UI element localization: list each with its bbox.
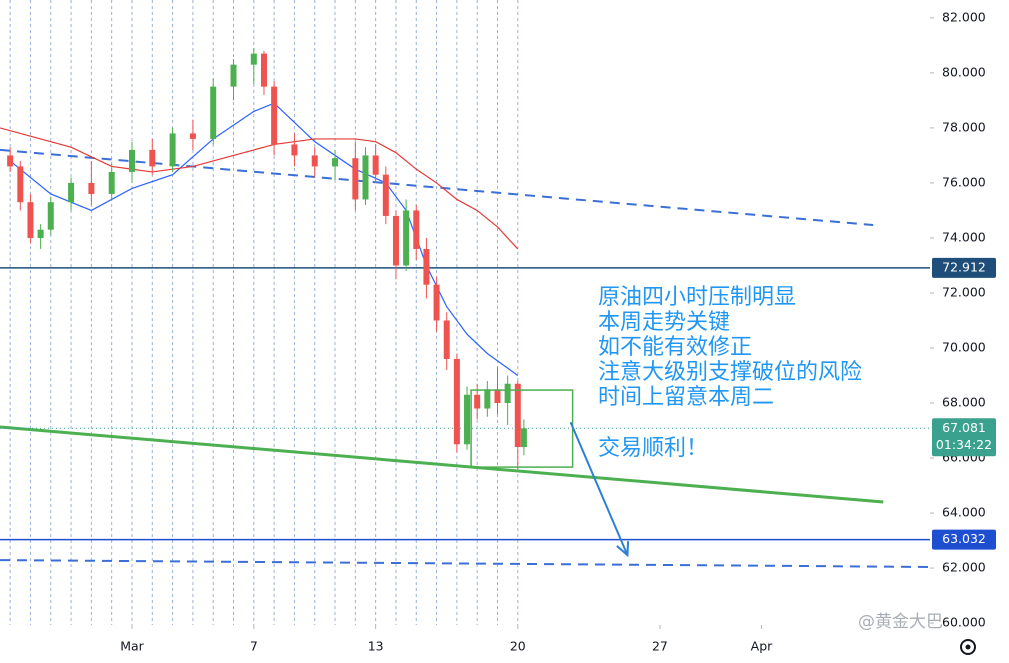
- y-tick-label: 82.000: [942, 9, 986, 24]
- candle-body: [260, 53, 267, 87]
- candle-body: [372, 155, 379, 175]
- candle-body: [169, 133, 176, 167]
- annotation-line: 本周走势关键: [598, 310, 730, 335]
- annotation-line: 时间上留意本周二: [598, 385, 774, 410]
- candle-body: [17, 166, 24, 203]
- candle-body: [433, 284, 440, 321]
- x-tick-label: 13: [368, 639, 384, 654]
- candle-body: [37, 229, 44, 238]
- level-label: 63.032: [942, 531, 986, 546]
- x-tick-label: Mar: [120, 639, 144, 654]
- settings-icon[interactable]: [960, 639, 976, 655]
- candle-body: [210, 86, 217, 139]
- last-price-box: [932, 418, 996, 457]
- candle-body: [7, 155, 14, 167]
- candle-body: [362, 155, 369, 200]
- candle-body: [332, 158, 339, 167]
- trendline: [0, 425, 884, 504]
- candle-body: [352, 158, 359, 200]
- y-tick-label: 72.000: [942, 284, 986, 299]
- y-tick-label: 78.000: [942, 119, 986, 134]
- y-tick-label: 70.000: [942, 339, 986, 354]
- annotation-line: 注意大级别支撑破位的风险: [598, 360, 862, 385]
- arrow-head: [616, 541, 630, 558]
- candle-body: [514, 383, 521, 448]
- candle-body: [520, 428, 527, 448]
- gear[interactable]: [960, 639, 976, 655]
- candle-body: [271, 86, 278, 145]
- x-tick-label: 20: [510, 639, 526, 654]
- annotation-line: 原油四小时压制明显: [598, 285, 796, 310]
- candle-body: [423, 248, 430, 285]
- candle-body: [311, 155, 318, 167]
- annotation-line: 如不能有效修正: [598, 335, 752, 360]
- candle-body: [108, 171, 115, 194]
- candle-body: [47, 202, 54, 230]
- x-tick-label: 27: [652, 639, 668, 654]
- candle-body: [464, 394, 471, 445]
- candle-body: [382, 174, 389, 216]
- moving-average: [9, 102, 519, 376]
- gear-center[interactable]: [965, 644, 971, 650]
- y-tick-label: 80.000: [942, 64, 986, 79]
- candle-body: [474, 394, 481, 409]
- candle-body: [291, 144, 298, 156]
- candle-body: [413, 210, 420, 249]
- candle-body: [27, 202, 34, 238]
- y-tick-label: 62.000: [942, 560, 986, 575]
- moving-average: [0, 127, 519, 250]
- arrow-shaft: [569, 421, 629, 556]
- candle-body: [230, 64, 237, 87]
- candle-body: [504, 383, 511, 404]
- y-tick-label: 68.000: [942, 395, 986, 410]
- candle-body: [443, 320, 450, 359]
- candle-body: [149, 149, 156, 167]
- x-tick-label: Apr: [751, 639, 773, 654]
- candle-body: [453, 358, 460, 445]
- y-tick-label: 64.000: [942, 505, 986, 520]
- candle-body: [128, 149, 135, 172]
- candle-body: [189, 133, 196, 139]
- x-tick-label: 7: [250, 639, 258, 654]
- countdown: 01:34:22: [936, 437, 992, 452]
- watermark: @黄金大巴: [858, 612, 943, 632]
- y-tick-label: 60.000: [942, 615, 986, 630]
- candle-body: [494, 389, 501, 404]
- candle-body: [392, 215, 399, 266]
- candle-body: [250, 53, 257, 65]
- trendline: [0, 559, 931, 568]
- level-label: 72.912: [942, 259, 986, 274]
- candle-body: [68, 182, 75, 203]
- y-tick-label: 76.000: [942, 174, 986, 189]
- level-label-box: [932, 257, 996, 278]
- candle-body: [484, 389, 491, 409]
- y-tick-label: 74.000: [942, 229, 986, 244]
- candle-body: [403, 210, 410, 266]
- annotation-footer: 交易顺利！: [598, 436, 708, 461]
- level-label-box: [932, 529, 996, 550]
- candle-body: [88, 182, 95, 194]
- last-price-label: 67.081: [942, 420, 986, 435]
